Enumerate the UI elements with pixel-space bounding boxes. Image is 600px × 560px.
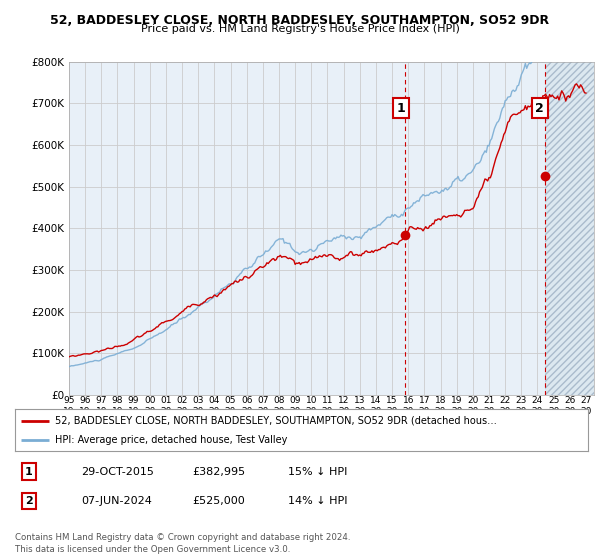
Text: 2: 2: [535, 102, 544, 115]
Text: £525,000: £525,000: [192, 496, 245, 506]
Text: 15% ↓ HPI: 15% ↓ HPI: [288, 466, 347, 477]
Text: 1: 1: [25, 466, 32, 477]
Text: HPI: Average price, detached house, Test Valley: HPI: Average price, detached house, Test…: [55, 435, 287, 445]
Bar: [545, 62, 594, 395]
Text: Price paid vs. HM Land Registry's House Price Index (HPI): Price paid vs. HM Land Registry's House …: [140, 24, 460, 34]
Text: 14% ↓ HPI: 14% ↓ HPI: [288, 496, 347, 506]
Text: 52, BADDESLEY CLOSE, NORTH BADDESLEY, SOUTHAMPTON, SO52 9DR: 52, BADDESLEY CLOSE, NORTH BADDESLEY, SO…: [50, 14, 550, 27]
Bar: [545, 62, 594, 395]
Text: 29-OCT-2015: 29-OCT-2015: [81, 466, 154, 477]
Text: £382,995: £382,995: [192, 466, 245, 477]
Text: 1: 1: [396, 102, 405, 115]
Text: 2: 2: [25, 496, 32, 506]
Text: 07-JUN-2024: 07-JUN-2024: [81, 496, 152, 506]
Text: 52, BADDESLEY CLOSE, NORTH BADDESLEY, SOUTHAMPTON, SO52 9DR (detached hous…: 52, BADDESLEY CLOSE, NORTH BADDESLEY, SO…: [55, 416, 497, 426]
Text: Contains HM Land Registry data © Crown copyright and database right 2024.
This d: Contains HM Land Registry data © Crown c…: [15, 533, 350, 554]
